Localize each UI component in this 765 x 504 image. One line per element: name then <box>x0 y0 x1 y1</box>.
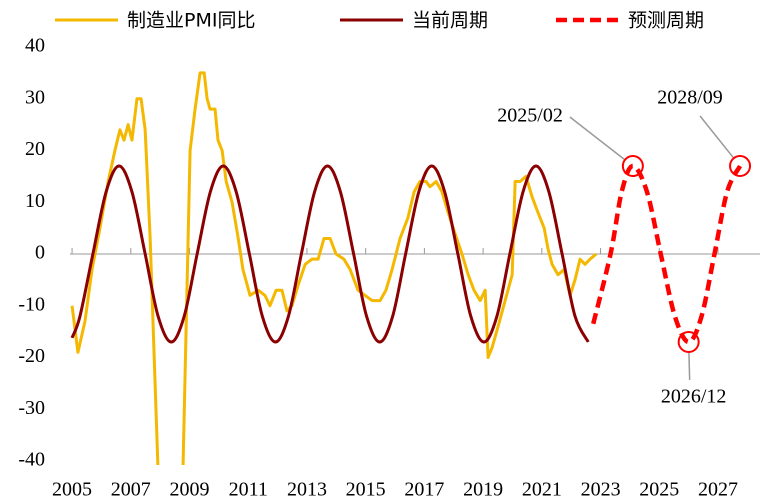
y-tick-label: 40 <box>25 35 45 57</box>
annotation-label: 2028/09 <box>657 87 723 109</box>
annotation-leader <box>569 116 626 161</box>
annotation-leader <box>699 115 735 159</box>
y-tick-label: 20 <box>25 138 45 160</box>
x-tick-label: 2021 <box>522 479 562 501</box>
y-tick-label: 10 <box>25 190 45 212</box>
x-tick-label: 2023 <box>581 479 621 501</box>
annotation-marker <box>729 155 752 178</box>
annotation-marker <box>677 330 700 353</box>
y-tick-label: -30 <box>18 397 45 419</box>
annotation-label: 2025/02 <box>497 105 563 127</box>
annotations: 2025/02 2026/12 2028/09 <box>497 87 752 408</box>
series-line <box>70 71 598 465</box>
x-tick-label: 2005 <box>52 479 92 501</box>
y-tick-label: 30 <box>25 86 45 108</box>
legend-label: 当前周期 <box>412 10 488 32</box>
series-line <box>70 164 590 344</box>
y-tick-label: -40 <box>18 449 45 471</box>
plot-area <box>70 71 743 465</box>
x-tick-label: 2025 <box>639 479 679 501</box>
y-tick-label: 0 <box>35 242 45 264</box>
y-tick-label: -20 <box>18 345 45 367</box>
legend-label: 预测周期 <box>628 10 704 32</box>
annotation-label: 2026/12 <box>661 386 727 408</box>
x-tick-label: 2009 <box>170 479 210 501</box>
x-tick-label: 2019 <box>463 479 503 501</box>
x-tick-label: 2015 <box>346 479 386 501</box>
legend: 制造业PMI同比 当前周期 预测周期 <box>55 10 704 32</box>
annotation-marker <box>621 155 644 178</box>
x-tick-label: 2011 <box>229 479 268 501</box>
x-tick-label: 2007 <box>111 479 151 501</box>
x-tick-label: 2027 <box>698 479 738 501</box>
series-line <box>591 163 743 345</box>
legend-label: 制造业PMI同比 <box>127 10 255 32</box>
x-tick-label: 2013 <box>287 479 327 501</box>
x-tick-label: 2017 <box>404 479 444 501</box>
axes: -40 -30 -20 -10 0 10 20 30 40 2005 2007 2009 2011 201… <box>18 35 760 501</box>
y-tick-label: -10 <box>18 293 45 315</box>
annotation-leader <box>688 351 691 380</box>
